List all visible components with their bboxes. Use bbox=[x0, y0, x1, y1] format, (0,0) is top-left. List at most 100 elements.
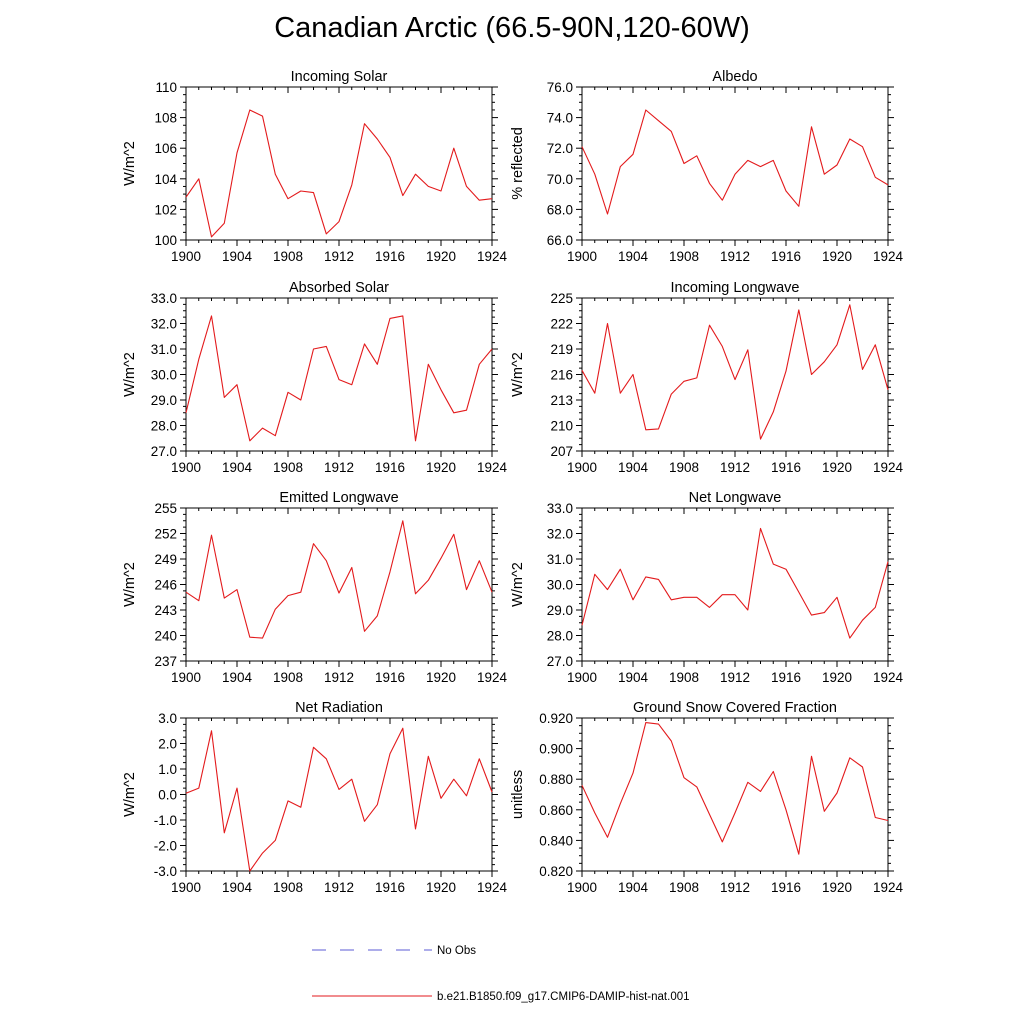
y-axis-label: unitless bbox=[510, 770, 526, 819]
y-tick-label: 216 bbox=[550, 368, 573, 383]
y-tick-label: 246 bbox=[154, 578, 177, 593]
series-line bbox=[581, 722, 889, 855]
y-tick-label: 108 bbox=[154, 111, 177, 126]
panel-2: Albedo 1900 1904 1908 1912 1916 1920 1924 66.0 68… bbox=[510, 69, 904, 264]
x-tick-label: 1908 bbox=[273, 460, 303, 475]
legend: No Obs b.e21.B1850.f09_g17.CMIP6-DAMIP-hi… bbox=[312, 945, 690, 1003]
y-tick-label: 30.0 bbox=[547, 578, 573, 593]
x-tick-label: 1900 bbox=[171, 460, 201, 475]
series-line bbox=[581, 304, 889, 440]
panel-title: Absorbed Solar bbox=[289, 280, 389, 296]
x-tick-label: 1916 bbox=[771, 249, 801, 264]
panel-frame bbox=[581, 86, 889, 241]
panel-7: Net Radiation 1900 1904 1908 1912 1916 1920 192… bbox=[122, 700, 508, 895]
y-tick-label: 0.820 bbox=[539, 864, 573, 879]
y-tick-label: 222 bbox=[550, 317, 573, 332]
y-tick-label: 70.0 bbox=[547, 172, 573, 187]
y-tick-label: 252 bbox=[154, 527, 177, 542]
panel-8: Ground Snow Covered Fraction 1900 1904 1908… bbox=[510, 700, 904, 895]
legend-model-label: b.e21.B1850.f09_g17.CMIP6-DAMIP-hist-nat… bbox=[437, 991, 690, 1003]
panel-3: Absorbed Solar 1900 1904 1908 1912 1916 1920 19… bbox=[122, 280, 508, 475]
x-tick-label: 1924 bbox=[477, 249, 508, 264]
series-line bbox=[185, 520, 493, 639]
x-tick-label: 1912 bbox=[324, 880, 354, 895]
panel-title: Net Longwave bbox=[689, 490, 782, 506]
y-tick-label: 72.0 bbox=[547, 141, 573, 156]
panel-frame bbox=[185, 507, 493, 662]
x-tick-label: 1924 bbox=[873, 670, 904, 685]
panel-4: Incoming Longwave 1900 1904 1908 1912 1916 192… bbox=[510, 280, 904, 475]
x-tick-label: 1912 bbox=[720, 670, 750, 685]
x-tick-label: 1924 bbox=[873, 880, 904, 895]
x-tick-label: 1912 bbox=[720, 249, 750, 264]
y-tick-label: 31.0 bbox=[547, 552, 573, 567]
panel-title: Ground Snow Covered Fraction bbox=[633, 700, 837, 716]
series-line bbox=[185, 727, 493, 872]
y-tick-label: 32.0 bbox=[547, 527, 573, 542]
x-tick-label: 1920 bbox=[426, 670, 456, 685]
y-axis-label: W/m^2 bbox=[122, 352, 138, 397]
y-tick-label: 110 bbox=[155, 80, 177, 95]
y-tick-label: 27.0 bbox=[547, 654, 573, 669]
x-tick-label: 1900 bbox=[567, 670, 597, 685]
y-tick-label: 1.0 bbox=[158, 762, 177, 777]
y-tick-label: 27.0 bbox=[151, 444, 177, 459]
series-line bbox=[581, 109, 889, 215]
x-tick-label: 1920 bbox=[822, 460, 852, 475]
y-axis-label: W/m^2 bbox=[510, 562, 526, 607]
y-tick-label: 100 bbox=[154, 233, 177, 248]
y-tick-label: 106 bbox=[154, 141, 177, 156]
panel-title: Incoming Solar bbox=[291, 69, 388, 85]
x-tick-label: 1908 bbox=[669, 249, 699, 264]
y-tick-label: -1.0 bbox=[154, 813, 177, 828]
y-tick-label: 29.0 bbox=[151, 393, 177, 408]
series-line bbox=[185, 109, 493, 238]
x-tick-label: 1924 bbox=[477, 670, 508, 685]
x-tick-label: 1912 bbox=[324, 249, 354, 264]
y-tick-label: 219 bbox=[550, 342, 573, 357]
x-tick-label: 1904 bbox=[222, 249, 253, 264]
y-tick-label: 249 bbox=[154, 552, 177, 567]
y-tick-label: 33.0 bbox=[547, 501, 573, 516]
y-tick-label: 243 bbox=[154, 603, 177, 618]
y-tick-label: -2.0 bbox=[154, 839, 177, 854]
panel-frame bbox=[185, 297, 493, 452]
x-tick-label: 1908 bbox=[273, 670, 303, 685]
x-tick-label: 1916 bbox=[375, 249, 405, 264]
y-tick-label: 240 bbox=[154, 629, 177, 644]
x-tick-label: 1904 bbox=[618, 670, 649, 685]
y-axis-label: W/m^2 bbox=[122, 141, 138, 186]
y-tick-label: 0.0 bbox=[158, 788, 177, 803]
panel-frame bbox=[185, 86, 493, 241]
x-tick-label: 1900 bbox=[171, 249, 201, 264]
x-tick-label: 1908 bbox=[273, 880, 303, 895]
x-tick-label: 1916 bbox=[771, 460, 801, 475]
x-tick-label: 1916 bbox=[375, 670, 405, 685]
y-axis-label: W/m^2 bbox=[122, 562, 138, 607]
x-tick-label: 1916 bbox=[771, 880, 801, 895]
y-tick-label: -3.0 bbox=[154, 864, 177, 879]
y-tick-label: 30.0 bbox=[151, 368, 177, 383]
x-tick-label: 1924 bbox=[873, 249, 904, 264]
x-tick-label: 1920 bbox=[822, 249, 852, 264]
x-tick-label: 1924 bbox=[477, 460, 508, 475]
y-tick-label: 68.0 bbox=[547, 202, 573, 217]
y-tick-label: 213 bbox=[550, 393, 573, 408]
x-tick-label: 1904 bbox=[222, 670, 253, 685]
x-tick-label: 1904 bbox=[618, 880, 649, 895]
y-tick-label: 66.0 bbox=[547, 233, 573, 248]
x-tick-label: 1908 bbox=[669, 460, 699, 475]
x-tick-label: 1900 bbox=[171, 880, 201, 895]
x-tick-label: 1912 bbox=[324, 670, 354, 685]
y-tick-label: 210 bbox=[550, 419, 573, 434]
y-axis-label: W/m^2 bbox=[122, 772, 138, 817]
y-tick-label: 237 bbox=[154, 654, 177, 669]
x-tick-label: 1908 bbox=[273, 249, 303, 264]
y-tick-label: 255 bbox=[154, 501, 177, 516]
x-tick-label: 1920 bbox=[822, 880, 852, 895]
panel-frame bbox=[185, 717, 493, 872]
x-tick-label: 1920 bbox=[426, 249, 456, 264]
x-tick-label: 1924 bbox=[477, 880, 508, 895]
panel-5: Emitted Longwave 1900 1904 1908 1912 1916 1920… bbox=[122, 490, 508, 685]
x-tick-label: 1912 bbox=[720, 460, 750, 475]
